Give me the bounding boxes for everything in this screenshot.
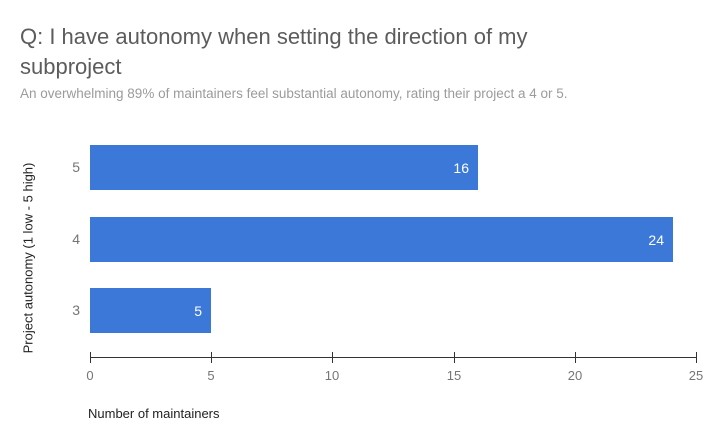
category-label: 5 <box>72 159 80 175</box>
bar: 16 <box>90 145 478 190</box>
x-tick-label: 20 <box>567 368 583 383</box>
chart-subtitle: An overwhelming 89% of maintainers feel … <box>20 86 568 101</box>
chart-title: Q: I have autonomy when setting the dire… <box>20 24 528 79</box>
bar: 5 <box>90 288 211 333</box>
x-tick-mark <box>575 352 576 363</box>
x-axis-line <box>90 357 697 358</box>
x-axis-title: Number of maintainers <box>88 406 220 421</box>
x-tick-label: 15 <box>446 368 462 383</box>
x-tick-label: 5 <box>207 368 215 383</box>
x-tick-label: 0 <box>86 368 94 383</box>
x-tick-mark <box>332 352 333 363</box>
bar: 24 <box>90 217 673 262</box>
category-label: 4 <box>72 231 80 247</box>
bar-value-label: 5 <box>194 302 202 319</box>
x-tick-mark <box>696 352 697 363</box>
y-axis-title: Project autonomy (1 low - 5 high) <box>20 162 36 354</box>
x-tick-label: 10 <box>324 368 340 383</box>
bar-value-label: 24 <box>648 231 664 248</box>
x-tick-label: 25 <box>688 368 704 383</box>
bar-value-label: 16 <box>453 159 469 176</box>
x-tick-mark <box>211 352 212 363</box>
x-tick-mark <box>454 352 455 363</box>
category-label: 3 <box>72 302 80 318</box>
x-tick-mark <box>90 352 91 363</box>
